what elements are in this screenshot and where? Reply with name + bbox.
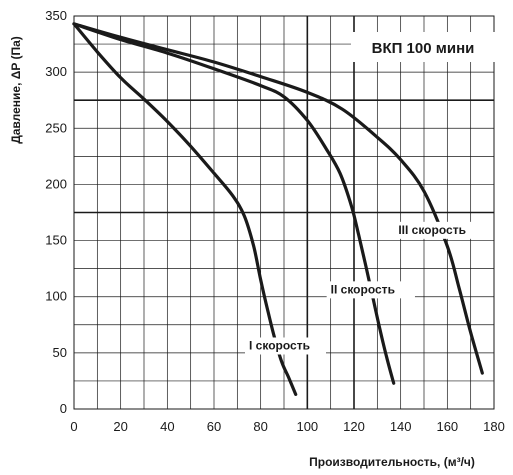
y-axis-title: Давление, ΔP (Па) <box>9 36 23 144</box>
y-tick-label: 250 <box>45 120 67 135</box>
x-tick-label: 140 <box>390 419 412 434</box>
x-tick-label: 20 <box>113 419 127 434</box>
series-label-bg <box>394 221 490 239</box>
x-tick-label: 60 <box>207 419 221 434</box>
y-axis-ticks: 0 50 100 150 200 250 300 350 <box>45 8 67 416</box>
y-tick-label: 100 <box>45 289 67 304</box>
curve-ii-скорость <box>72 22 396 385</box>
x-axis-title: Производительность, (м³/ч) <box>309 455 475 469</box>
y-tick-label: 350 <box>45 8 67 23</box>
series-label-bg <box>245 337 326 355</box>
series-label-bg <box>326 281 415 299</box>
series-labels: I скорость II скорость III скорость <box>245 221 490 355</box>
curve-iii-скорость <box>72 22 484 375</box>
plot-frame <box>73 15 495 410</box>
series-label-ii-скорость: II скорость <box>331 282 395 296</box>
x-tick-label: 180 <box>483 419 505 434</box>
x-tick-label: 80 <box>253 419 267 434</box>
x-tick-label: 0 <box>70 419 77 434</box>
y-tick-label: 150 <box>45 233 67 248</box>
title-box <box>351 32 497 62</box>
x-tick-label: 160 <box>436 419 458 434</box>
y-tick-label: 0 <box>60 401 67 416</box>
x-tick-label: 120 <box>343 419 365 434</box>
y-tick-label: 200 <box>45 176 67 191</box>
chart-title: ВКП 100 мини <box>372 40 475 57</box>
y-tick-label: 300 <box>45 64 67 79</box>
x-tick-label: 40 <box>160 419 174 434</box>
x-axis-ticks: 0 20 40 60 80 100 120 140 160 180 <box>70 419 504 434</box>
series-label-i-скорость: I скорость <box>249 338 310 352</box>
series-label-iii-скорость: III скорость <box>398 223 466 237</box>
y-tick-label: 50 <box>53 345 67 360</box>
x-tick-label: 100 <box>296 419 318 434</box>
